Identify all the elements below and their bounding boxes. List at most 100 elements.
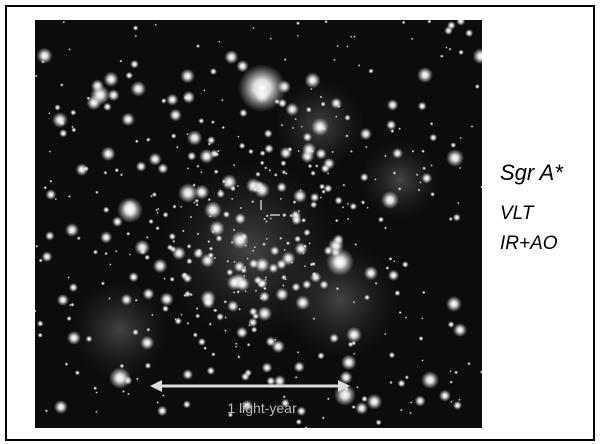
star [364,294,370,300]
star [241,372,250,381]
star [262,242,266,246]
star [418,189,421,192]
star [101,281,105,285]
star [202,296,215,309]
star [345,134,348,137]
star [233,164,236,167]
star [208,198,211,201]
star [412,150,415,153]
star [265,276,267,278]
star [320,96,323,99]
star [292,283,301,292]
star [301,126,303,128]
star [302,142,316,156]
star [180,69,195,84]
star [207,367,215,375]
star [157,212,159,214]
star [104,252,108,256]
star [200,171,202,173]
scale-label: 1 light-year [227,400,297,416]
star [356,386,359,389]
star [155,226,159,230]
bright-star [417,67,433,83]
star [222,126,225,129]
star [331,151,334,154]
star [282,213,287,218]
star [198,118,204,124]
star [358,64,361,67]
star [303,229,310,236]
star [398,127,401,130]
bright-star [90,85,110,105]
star [292,127,294,129]
star [264,129,273,138]
star [224,329,227,332]
star [384,226,387,229]
star [216,313,224,321]
star [392,148,403,159]
star [184,291,191,298]
star [389,352,395,358]
star [387,99,399,111]
star [319,184,325,190]
star [235,346,237,348]
star [306,107,312,113]
star [248,149,254,155]
star [298,210,300,212]
star [296,21,300,25]
star [77,236,81,240]
star [157,208,159,210]
star [235,342,238,345]
star [430,122,434,126]
star [302,252,304,254]
star [155,24,157,26]
star [250,188,252,190]
star [405,316,407,318]
star [311,262,315,266]
star [119,60,122,63]
star [291,215,302,226]
star [226,260,229,263]
star [187,152,196,161]
star [270,38,272,40]
star [364,266,378,280]
star [224,316,226,318]
star [95,411,97,413]
star [196,165,199,168]
star [467,362,471,366]
star [240,207,243,210]
star [100,231,112,243]
star [282,284,285,287]
star [446,296,462,312]
star [207,136,216,145]
star [297,406,307,416]
star [235,277,250,292]
star [335,196,343,204]
bright-star [178,183,198,203]
star [422,291,426,295]
star [121,113,135,127]
star [352,405,356,409]
star [172,205,176,209]
star [459,167,461,169]
star [409,412,412,415]
star [136,161,147,172]
star [277,182,287,192]
star [224,50,238,64]
star [427,19,431,23]
bright-star [204,201,222,219]
star [233,291,236,294]
star [321,164,330,173]
star [450,380,453,383]
star [465,29,473,37]
star [151,314,154,317]
bright-star [65,223,79,237]
star [130,60,139,69]
star [276,259,287,270]
star [259,291,270,302]
star [341,355,357,371]
star [315,164,319,168]
star [355,402,368,415]
star [57,294,69,306]
star [280,147,293,160]
